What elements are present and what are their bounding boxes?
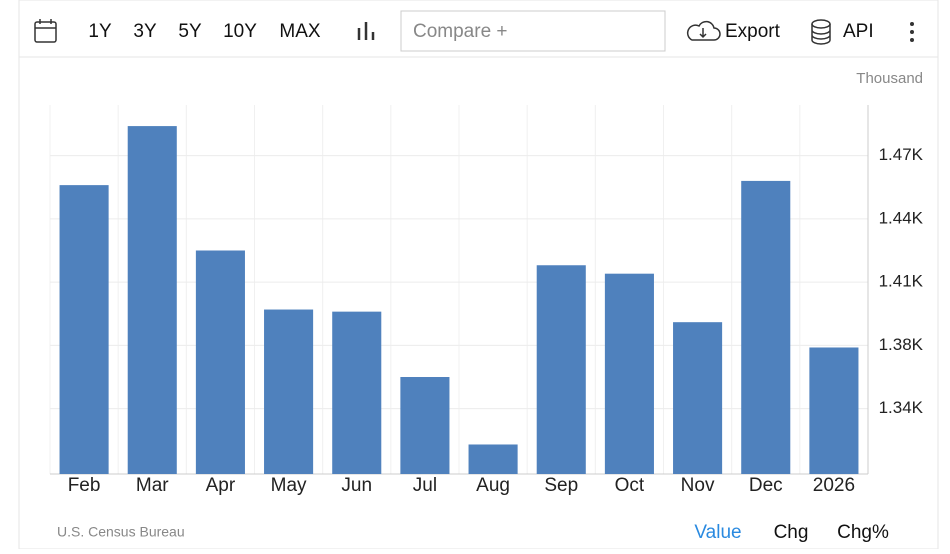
bar (127, 126, 177, 474)
x-tick-label: Sep (544, 475, 578, 496)
unit-label: Thousand (856, 70, 923, 87)
bar (673, 322, 723, 474)
x-tick-label: May (271, 475, 307, 496)
x-tick-label: Dec (749, 475, 783, 496)
source: U.S. Census Bureau (57, 524, 185, 540)
y-tick-label: 1.41K (879, 272, 924, 291)
database-icon[interactable] (811, 19, 831, 45)
range-button[interactable]: 10Y (223, 21, 257, 42)
x-tick-label: Nov (681, 475, 715, 496)
bar (264, 309, 314, 474)
x-tick-label: Apr (206, 475, 236, 496)
x-tick-label: Aug (476, 475, 510, 496)
bar (195, 250, 245, 474)
export-button[interactable]: Export (725, 21, 781, 42)
y-tick-label: 1.38K (879, 335, 924, 354)
bar (536, 265, 586, 474)
bar (400, 377, 450, 474)
tab[interactable]: Value (694, 522, 741, 543)
y-tick-label: 1.47K (879, 145, 924, 164)
compare-input[interactable]: Compare + (413, 21, 508, 42)
api-button[interactable]: API (843, 21, 874, 42)
bar (741, 180, 791, 474)
x-tick-label: 2026 (813, 475, 855, 496)
range-button[interactable]: 3Y (133, 21, 157, 42)
calendar-icon[interactable] (34, 19, 57, 43)
x-tick-label: Jun (341, 475, 372, 496)
range-button[interactable]: MAX (279, 21, 321, 42)
cloud-icon[interactable] (686, 20, 721, 41)
x-tick-label: Mar (136, 475, 169, 496)
bar (332, 311, 382, 474)
x-tick-label: Jul (413, 475, 437, 496)
bar-chart-icon[interactable] (357, 22, 375, 40)
y-tick-label: 1.34K (879, 398, 924, 417)
x-tick-label: Feb (68, 475, 101, 496)
tab[interactable]: Chg (774, 522, 809, 543)
bar (468, 444, 518, 474)
y-tick-label: 1.44K (879, 208, 924, 227)
bar (59, 185, 109, 474)
range-button[interactable]: 5Y (178, 21, 202, 42)
x-tick-label: Oct (615, 475, 645, 496)
menu-icon[interactable] (910, 22, 914, 42)
range-button[interactable]: 1Y (88, 21, 112, 42)
compare-box[interactable] (400, 10, 666, 52)
tab[interactable]: Chg% (837, 522, 889, 543)
bar (604, 273, 654, 474)
bar (809, 347, 859, 474)
